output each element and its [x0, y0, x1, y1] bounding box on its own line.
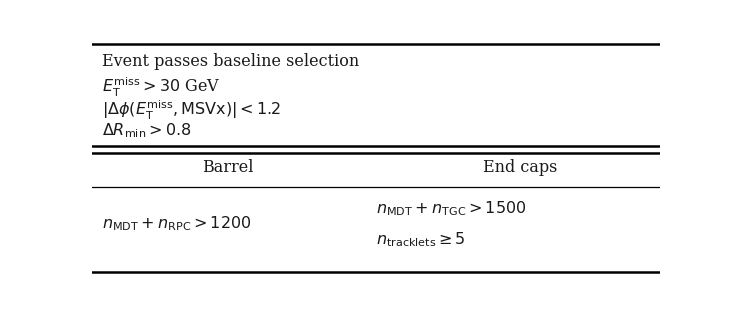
Text: Event passes baseline selection: Event passes baseline selection	[102, 53, 359, 70]
Text: $n_{\mathrm{MDT}} + n_{\mathrm{RPC}} > 1200$: $n_{\mathrm{MDT}} + n_{\mathrm{RPC}} > 1…	[102, 215, 251, 234]
Text: $n_{\mathrm{MDT}} + n_{\mathrm{TGC}} > 1500$: $n_{\mathrm{MDT}} + n_{\mathrm{TGC}} > 1…	[376, 199, 526, 218]
Text: $\Delta R_{\mathrm{min}} > 0.8$: $\Delta R_{\mathrm{min}} > 0.8$	[102, 121, 191, 140]
Text: $n_{\mathrm{tracklets}} \geq 5$: $n_{\mathrm{tracklets}} \geq 5$	[376, 230, 465, 249]
Text: End caps: End caps	[483, 159, 558, 176]
Text: $E_{\mathrm{T}}^{\mathrm{miss}} > 30$ GeV: $E_{\mathrm{T}}^{\mathrm{miss}} > 30$ Ge…	[102, 76, 221, 99]
Text: Barrel: Barrel	[202, 159, 254, 176]
Text: $|\Delta\phi(E_{\mathrm{T}}^{\mathrm{miss}}, \mathrm{MSVx})| < 1.2$: $|\Delta\phi(E_{\mathrm{T}}^{\mathrm{mis…	[102, 98, 281, 122]
